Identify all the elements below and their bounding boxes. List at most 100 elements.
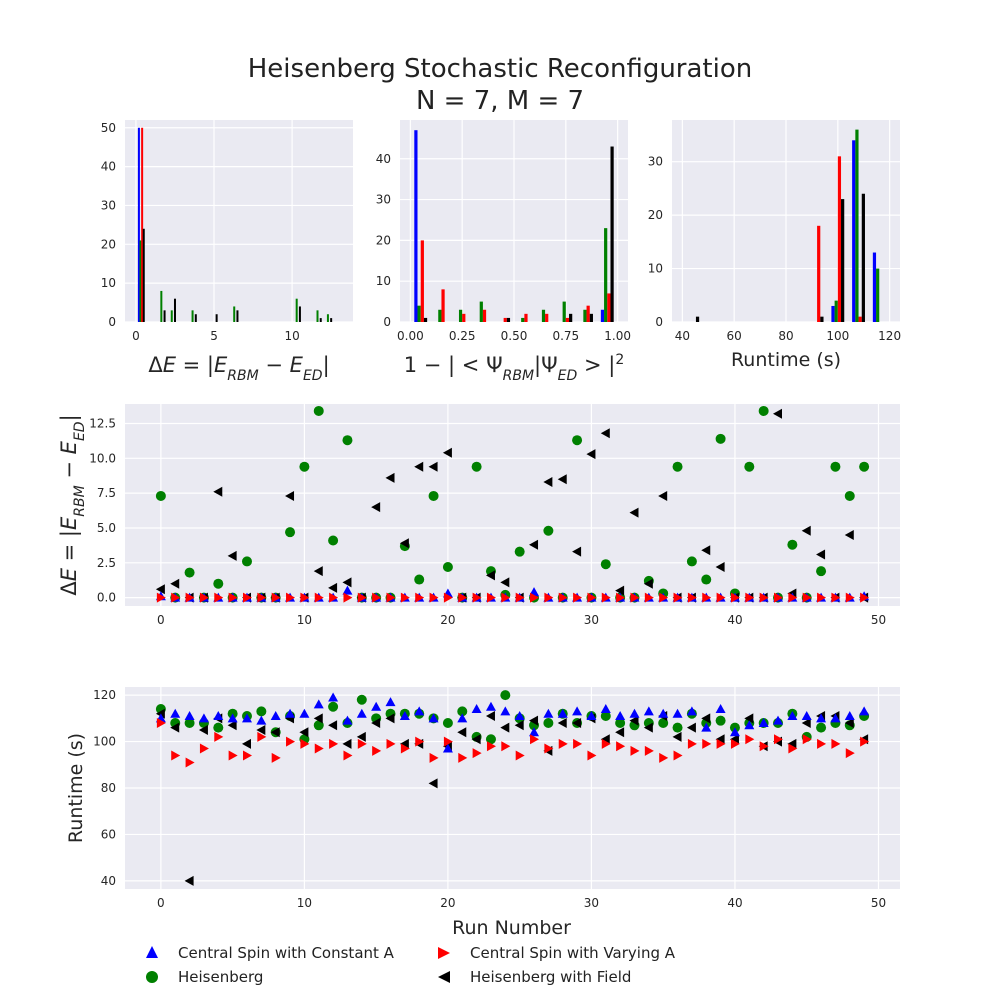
point-field <box>198 724 208 735</box>
point-field <box>356 731 366 742</box>
y-tick-label: 0 <box>655 315 663 329</box>
point-field <box>816 549 826 560</box>
point-varyA <box>831 738 841 749</box>
point-varyA <box>185 592 195 603</box>
bar-field <box>506 317 511 322</box>
point-heis <box>572 435 583 446</box>
point-varyA <box>257 592 267 603</box>
bar-field <box>330 318 333 322</box>
point-heis <box>313 720 324 731</box>
panel-hist_runtime: 40 60 80 100 120 0 10 20 30 Runtime (s) <box>648 120 901 371</box>
point-constA <box>816 713 827 723</box>
bar-field <box>610 146 614 322</box>
panel-hist_energy: 0 5 10 0 10 20 30 40 50 ΔE = |ERBM − EED| <box>101 120 353 384</box>
point-constA <box>600 704 611 714</box>
legend-label-varyA: Central Spin with Varying A <box>470 944 676 962</box>
point-constA <box>801 711 812 721</box>
bar-heis <box>191 310 194 322</box>
point-varyA <box>774 734 784 745</box>
point-heis <box>442 717 453 728</box>
point-field <box>170 578 180 589</box>
bar-field <box>142 228 145 322</box>
point-constA <box>471 704 482 714</box>
legend-label-field: Heisenberg with Field <box>470 968 632 986</box>
point-field <box>615 727 625 738</box>
point-varyA <box>702 738 712 749</box>
point-varyA <box>242 750 252 761</box>
point-heis <box>442 561 453 572</box>
point-varyA <box>659 752 669 763</box>
point-varyA <box>817 592 827 603</box>
point-varyA <box>199 592 209 603</box>
y-tick-label: 30 <box>648 155 663 169</box>
point-field <box>399 538 409 549</box>
point-varyA <box>458 592 468 603</box>
axis-label: ΔE = |ERBM − EED| <box>57 414 88 595</box>
point-heis <box>213 578 224 589</box>
bar-heis <box>876 268 880 322</box>
point-field <box>285 490 295 501</box>
y-tick-label: 60 <box>101 827 116 841</box>
x-tick-label: 50 <box>871 613 886 627</box>
point-field <box>729 734 739 745</box>
point-heis <box>672 461 683 472</box>
point-constA <box>572 706 583 716</box>
point-field <box>629 715 639 726</box>
point-constA <box>514 711 525 721</box>
point-varyA <box>156 717 166 728</box>
point-field <box>529 539 539 550</box>
point-heis <box>816 566 827 577</box>
point-varyA <box>171 592 181 603</box>
point-varyA <box>271 752 281 763</box>
point-field <box>801 717 811 728</box>
point-varyA <box>314 743 324 754</box>
point-field <box>701 545 711 556</box>
point-varyA <box>630 592 640 603</box>
point-varyA <box>845 748 855 759</box>
point-field <box>658 490 668 501</box>
point-varyA <box>544 743 554 754</box>
x-tick-label: 0.75 <box>552 329 579 343</box>
point-field <box>672 731 682 742</box>
point-varyA <box>472 748 482 759</box>
point-varyA <box>486 741 496 752</box>
bar-constA <box>137 127 140 323</box>
point-heis <box>715 433 726 444</box>
point-varyA <box>788 592 798 603</box>
bar-heis <box>604 228 608 322</box>
point-varyA <box>429 752 439 763</box>
bar-heis <box>233 306 236 322</box>
point-field <box>471 734 481 745</box>
plot-area <box>125 120 353 322</box>
point-varyA <box>716 592 726 603</box>
bar-heis <box>170 310 173 322</box>
x-tick-label: 0.25 <box>449 329 476 343</box>
y-tick-label: 100 <box>93 735 116 749</box>
point-heis <box>600 711 611 722</box>
bar-varyA <box>586 305 590 322</box>
point-field <box>557 474 567 485</box>
bar-varyA <box>607 293 611 322</box>
point-varyA <box>400 743 410 754</box>
point-varyA <box>400 592 410 603</box>
point-field <box>213 486 223 497</box>
point-varyA <box>558 738 568 749</box>
bar-heis <box>139 240 142 322</box>
y-tick-label: 20 <box>101 237 116 251</box>
point-heis <box>457 706 468 717</box>
point-varyA <box>745 734 755 745</box>
point-constA <box>213 711 224 721</box>
legend-item-heis: Heisenberg <box>140 966 263 988</box>
bar-heis <box>479 301 483 322</box>
point-field <box>514 720 524 731</box>
point-heis <box>672 722 683 733</box>
point-varyA <box>630 745 640 756</box>
point-field <box>399 738 409 749</box>
point-field <box>643 578 653 589</box>
x-axis-label: Run Number <box>452 917 571 939</box>
point-heis <box>241 556 252 567</box>
point-varyA <box>788 743 798 754</box>
point-varyA <box>372 592 382 603</box>
x-tick-label: 80 <box>778 329 793 343</box>
point-constA <box>198 713 209 723</box>
